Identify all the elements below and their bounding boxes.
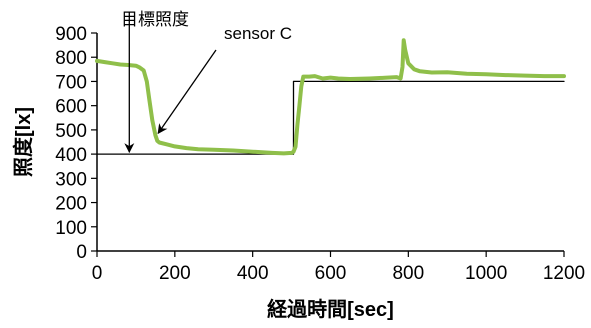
x-tick-label-800: 800 bbox=[392, 263, 424, 284]
y-tick-label-800: 800 bbox=[55, 48, 87, 69]
x-tick-label-200: 200 bbox=[159, 263, 191, 284]
y-tick-label-500: 500 bbox=[55, 121, 87, 142]
annotation-sensor-arrow bbox=[157, 49, 217, 135]
axes-layer bbox=[91, 32, 565, 257]
x-tick-label-1200: 1200 bbox=[543, 263, 585, 284]
annotation-sensor-c: sensor C bbox=[224, 24, 292, 43]
label-layer: 0 100 200 300 400 500 600 700 800 900 0 200 400 600 80… bbox=[11, 24, 585, 321]
y-tick-label-300: 300 bbox=[55, 169, 87, 190]
target-line-layer bbox=[96, 80, 565, 155]
y-axis-title: 照度[lx] bbox=[11, 107, 35, 177]
sensor-c-line bbox=[95, 38, 566, 156]
x-tick-label-1000: 1000 bbox=[465, 263, 507, 284]
y-tick-label-600: 600 bbox=[55, 97, 87, 118]
sensor-line-layer bbox=[95, 38, 566, 156]
y-tick-label-0: 0 bbox=[76, 242, 87, 263]
annotation-layer: 目標照度 sensor C bbox=[121, 10, 292, 154]
annotation-target-illuminance: 目標照度 bbox=[121, 10, 189, 29]
y-tick-label-100: 100 bbox=[55, 218, 87, 239]
x-axis-title: 経過時間[sec] bbox=[267, 297, 394, 321]
x-tick-label-0: 0 bbox=[92, 263, 103, 284]
y-tick-label-700: 700 bbox=[55, 72, 87, 93]
y-tick-label-900: 900 bbox=[55, 24, 87, 45]
y-tick-label-200: 200 bbox=[55, 194, 87, 215]
y-tick-label-400: 400 bbox=[55, 145, 87, 166]
target-step-line bbox=[96, 80, 565, 155]
x-tick-label-400: 400 bbox=[237, 263, 269, 284]
x-tick-label-600: 600 bbox=[315, 263, 347, 284]
